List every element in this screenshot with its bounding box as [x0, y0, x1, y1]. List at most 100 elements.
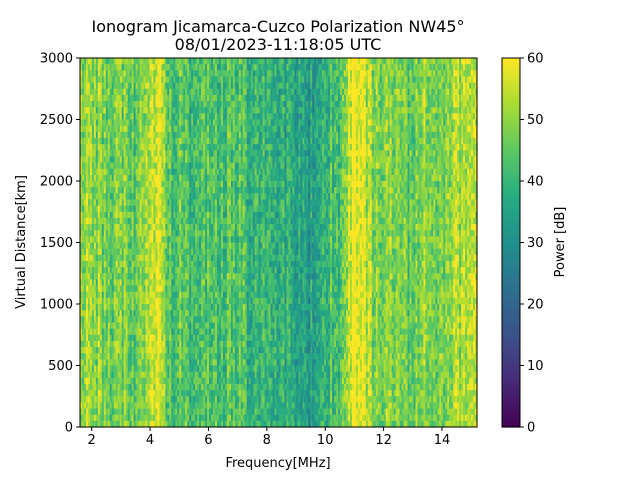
- heatmap-cell: [238, 64, 242, 71]
- heatmap-cell: [149, 82, 153, 90]
- heatmap-cell: [89, 390, 93, 397]
- heatmap-cell: [153, 304, 157, 311]
- heatmap-cell: [131, 254, 135, 262]
- heatmap-cell: [103, 334, 107, 342]
- heatmap-cell: [109, 113, 113, 121]
- heatmap-cell: [159, 150, 162, 157]
- heatmap-cell: [181, 347, 184, 354]
- heatmap-cell: [95, 316, 99, 324]
- heatmap-cell: [213, 125, 216, 133]
- heatmap-cell: [207, 168, 210, 176]
- heatmap-cell: [185, 113, 188, 121]
- heatmap-cell: [93, 242, 97, 250]
- heatmap-cell: [213, 359, 216, 367]
- heatmap-cell: [222, 58, 226, 65]
- heatmap-cell: [125, 328, 129, 336]
- heatmap-cell: [181, 248, 184, 256]
- heatmap-cell: [193, 273, 196, 280]
- heatmap-cell: [195, 408, 198, 416]
- heatmap-cell: [181, 150, 184, 157]
- heatmap-cell: [125, 94, 129, 102]
- heatmap-cell: [105, 88, 109, 96]
- heatmap-cell: [125, 230, 129, 237]
- heatmap-cell: [155, 371, 159, 379]
- heatmap-cell: [85, 248, 89, 256]
- heatmap-cell: [199, 420, 202, 428]
- heatmap-cell: [191, 242, 194, 250]
- heatmap-cell: [214, 168, 218, 176]
- heatmap-cell: [230, 402, 234, 410]
- heatmap-cell: [95, 347, 99, 354]
- heatmap-cell: [195, 260, 198, 268]
- heatmap-cell: [165, 304, 168, 311]
- heatmap-cell: [119, 316, 123, 324]
- heatmap-cell: [149, 88, 153, 96]
- heatmap-cell: [151, 76, 155, 84]
- heatmap-cell: [109, 137, 113, 145]
- heatmap-cell: [193, 310, 196, 317]
- heatmap-cell: [147, 236, 151, 244]
- heatmap-cell: [218, 156, 222, 164]
- heatmap-cell: [115, 242, 119, 250]
- heatmap-cell: [137, 168, 141, 176]
- heatmap-cell: [117, 297, 121, 305]
- heatmap-cell: [226, 396, 230, 403]
- heatmap-cell: [151, 199, 155, 207]
- heatmap-cell: [203, 162, 206, 170]
- heatmap-cell: [125, 125, 129, 133]
- heatmap-cell: [137, 390, 141, 397]
- heatmap-cell: [193, 340, 196, 348]
- heatmap-cell: [240, 279, 244, 287]
- heatmap-cell: [189, 162, 192, 170]
- heatmap-cell: [155, 168, 159, 176]
- heatmap-cell: [224, 402, 228, 410]
- heatmap-cell: [161, 236, 164, 244]
- heatmap-cell: [218, 119, 222, 127]
- heatmap-cell: [199, 285, 202, 293]
- heatmap-cell: [205, 101, 208, 108]
- heatmap-cell: [224, 353, 228, 360]
- heatmap-cell: [191, 174, 194, 182]
- heatmap-cell: [89, 230, 93, 237]
- heatmap-cell: [133, 420, 137, 428]
- heatmap-cell: [224, 156, 228, 164]
- heatmap-cell: [80, 242, 83, 250]
- heatmap-cell: [167, 76, 170, 84]
- heatmap-cell: [222, 162, 226, 170]
- heatmap-cell: [230, 236, 234, 244]
- heatmap-cell: [85, 107, 89, 114]
- heatmap-cell: [105, 304, 109, 311]
- heatmap-cell: [213, 267, 216, 274]
- heatmap-cell: [139, 82, 143, 90]
- heatmap-cell: [149, 181, 153, 188]
- heatmap-cell: [181, 174, 184, 182]
- heatmap-cell: [211, 248, 214, 256]
- heatmap-cell: [167, 144, 170, 151]
- heatmap-cell: [145, 205, 149, 213]
- heatmap-cell: [201, 260, 204, 268]
- heatmap-cell: [97, 310, 101, 317]
- heatmap-cell: [87, 414, 91, 422]
- heatmap-cell: [137, 377, 141, 385]
- heatmap-cell: [99, 224, 103, 231]
- heatmap-cell: [177, 107, 180, 114]
- heatmap-cell: [157, 205, 160, 213]
- heatmap-cell: [177, 377, 180, 385]
- heatmap-cell: [240, 254, 244, 262]
- heatmap-cell: [155, 408, 159, 416]
- heatmap-cell: [107, 217, 111, 225]
- heatmap-cell: [95, 420, 99, 428]
- heatmap-cell: [149, 58, 153, 65]
- heatmap-cell: [169, 365, 172, 373]
- heatmap-cell: [238, 101, 242, 108]
- heatmap-cell: [207, 297, 210, 305]
- heatmap-cell: [93, 162, 97, 170]
- heatmap-cell: [167, 402, 170, 410]
- heatmap-cell: [91, 340, 95, 348]
- heatmap-cell: [209, 328, 212, 336]
- heatmap-cell: [91, 359, 95, 367]
- heatmap-cell: [157, 310, 160, 317]
- heatmap-cell: [177, 304, 180, 311]
- heatmap-cell: [133, 371, 137, 379]
- heatmap-cell: [183, 70, 186, 78]
